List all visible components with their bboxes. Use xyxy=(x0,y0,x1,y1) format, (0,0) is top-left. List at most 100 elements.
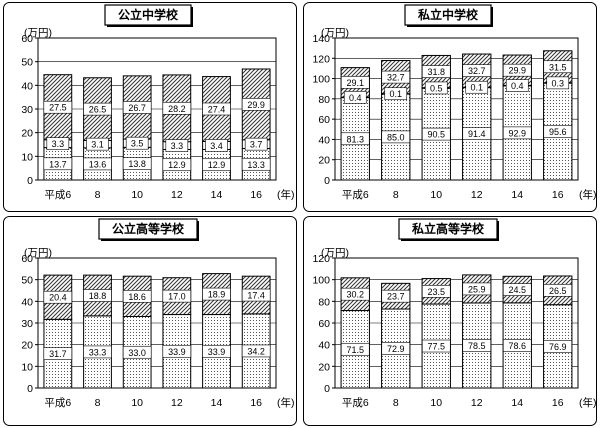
panel-private-junior-high: 私立中学校 0 20 40 60 80 100 120 140 (万円) (年) 81.3 0.4 29.… xyxy=(300,0,600,214)
data-label-box xyxy=(381,70,411,84)
x-tick-label: 14 xyxy=(511,189,523,201)
data-label-box xyxy=(241,288,271,302)
panel-frame xyxy=(303,216,597,426)
x-tick-label: 平成6 xyxy=(44,397,71,409)
y-tick-label: 10 xyxy=(21,361,33,373)
data-label-box xyxy=(122,101,152,114)
data-label: 31.7 xyxy=(49,349,67,359)
data-label-box xyxy=(125,136,149,150)
data-label: 0.3 xyxy=(551,78,564,88)
data-label: 30.2 xyxy=(346,290,364,300)
data-label: 31.5 xyxy=(549,62,567,72)
y-tick-label: 80 xyxy=(318,94,330,106)
chart-title: 私立中学校 xyxy=(417,7,479,22)
data-label-box xyxy=(43,100,73,114)
data-label: 33.9 xyxy=(168,347,186,357)
data-label-box xyxy=(421,127,451,141)
data-label: 0.5 xyxy=(430,83,443,93)
data-label-box xyxy=(424,81,448,95)
x-tick-label: 12 xyxy=(171,397,183,409)
data-label-box xyxy=(202,287,231,301)
x-tick-label: 平成6 xyxy=(342,397,369,409)
data-label: 34.2 xyxy=(247,346,265,356)
y-tick-label: 20 xyxy=(21,128,33,140)
x-tick-label: 12 xyxy=(471,397,483,409)
data-label-box xyxy=(384,87,408,101)
data-label: 18.8 xyxy=(89,291,107,301)
x-tick-label: 8 xyxy=(95,189,101,201)
y-unit-label: (万円) xyxy=(321,27,349,39)
chart-title: 公立高等学校 xyxy=(112,221,185,236)
data-label: 13.8 xyxy=(128,159,146,169)
x-tick-label: 16 xyxy=(250,397,262,409)
data-label-box xyxy=(502,283,532,296)
data-label: 78.5 xyxy=(468,341,486,351)
data-label-box xyxy=(462,339,492,352)
y-unit-label: (万円) xyxy=(24,27,52,39)
y-tick-label: 0 xyxy=(324,383,330,395)
x-tick-label: 16 xyxy=(552,397,564,409)
x-tick-label: 平成6 xyxy=(44,189,71,201)
data-label-box xyxy=(421,65,451,78)
data-label-box xyxy=(543,284,573,297)
data-label-box xyxy=(241,98,271,111)
data-label-box xyxy=(43,290,73,304)
data-label: 33.0 xyxy=(128,348,146,358)
y-tick-label: 30 xyxy=(21,318,33,330)
data-label: 13.7 xyxy=(49,159,67,169)
panel-private-high: 私立高等学校 0 20 40 60 80 100 120 (万円) (年) 71.5 30.2 平成6 7… xyxy=(300,214,600,428)
data-label: 0.4 xyxy=(511,81,524,91)
data-label-box xyxy=(502,63,532,77)
panel-frame xyxy=(3,2,297,212)
y-tick-label: 60 xyxy=(21,253,33,265)
data-label: 26.5 xyxy=(89,105,107,115)
data-label-box xyxy=(340,76,370,89)
x-tick-label: 12 xyxy=(471,189,483,201)
data-label-box xyxy=(502,126,532,140)
data-label-box xyxy=(462,127,492,140)
data-label-box xyxy=(202,344,231,358)
data-label: 3.3 xyxy=(52,139,65,149)
panel-frame xyxy=(303,2,597,212)
data-label: 0.1 xyxy=(389,89,402,99)
data-label: 33.9 xyxy=(208,347,226,357)
chart-private-junior-high: 私立中学校 0 20 40 60 80 100 120 140(万円) (年) 81.3 0.4 29.… xyxy=(303,2,597,212)
data-label: 0.4 xyxy=(349,93,362,103)
data-label: 29.9 xyxy=(508,66,526,76)
panel-frame xyxy=(3,216,297,426)
x-tick-label: 16 xyxy=(552,189,564,201)
y-tick-label: 120 xyxy=(312,53,330,65)
data-label-box xyxy=(546,76,570,90)
x-unit-label: (年) xyxy=(579,396,597,409)
data-label-box xyxy=(340,132,370,146)
y-tick-label: 20 xyxy=(318,361,330,373)
x-tick-label: 8 xyxy=(95,397,101,409)
data-label-box xyxy=(165,139,189,152)
x-unit-label: (年) xyxy=(579,188,597,201)
plot-area xyxy=(334,37,579,181)
x-tick-label: 平成6 xyxy=(342,189,369,201)
data-label: 26.5 xyxy=(549,286,567,296)
data-label-box xyxy=(381,289,411,303)
data-label: 92.9 xyxy=(508,128,526,138)
chart-title: 私立高等学校 xyxy=(411,221,485,236)
x-unit-label: (年) xyxy=(277,396,295,409)
x-tick-label: 12 xyxy=(171,189,183,201)
data-label-box xyxy=(462,282,492,296)
x-tick-label: 10 xyxy=(430,397,442,409)
data-label: 91.4 xyxy=(468,129,486,139)
data-label-box xyxy=(543,125,573,138)
data-label-box xyxy=(340,287,370,301)
data-label: 3.5 xyxy=(131,139,144,149)
y-tick-label: 140 xyxy=(312,33,330,45)
data-label: 76.9 xyxy=(549,342,567,352)
data-label: 32.7 xyxy=(387,73,405,83)
data-label-box xyxy=(83,102,112,116)
data-label: 0.1 xyxy=(470,83,483,93)
panel-public-junior-high: 公立中学校 0 10 20 30 40 50 60 (万円) (年) 13.7 3.3 27.5 平成6 1… xyxy=(0,0,300,214)
y-tick-label: 40 xyxy=(318,340,330,352)
data-label: 12.9 xyxy=(168,160,186,170)
x-tick-label: 14 xyxy=(211,189,223,201)
data-label-box xyxy=(122,345,152,359)
title-box xyxy=(98,218,198,240)
